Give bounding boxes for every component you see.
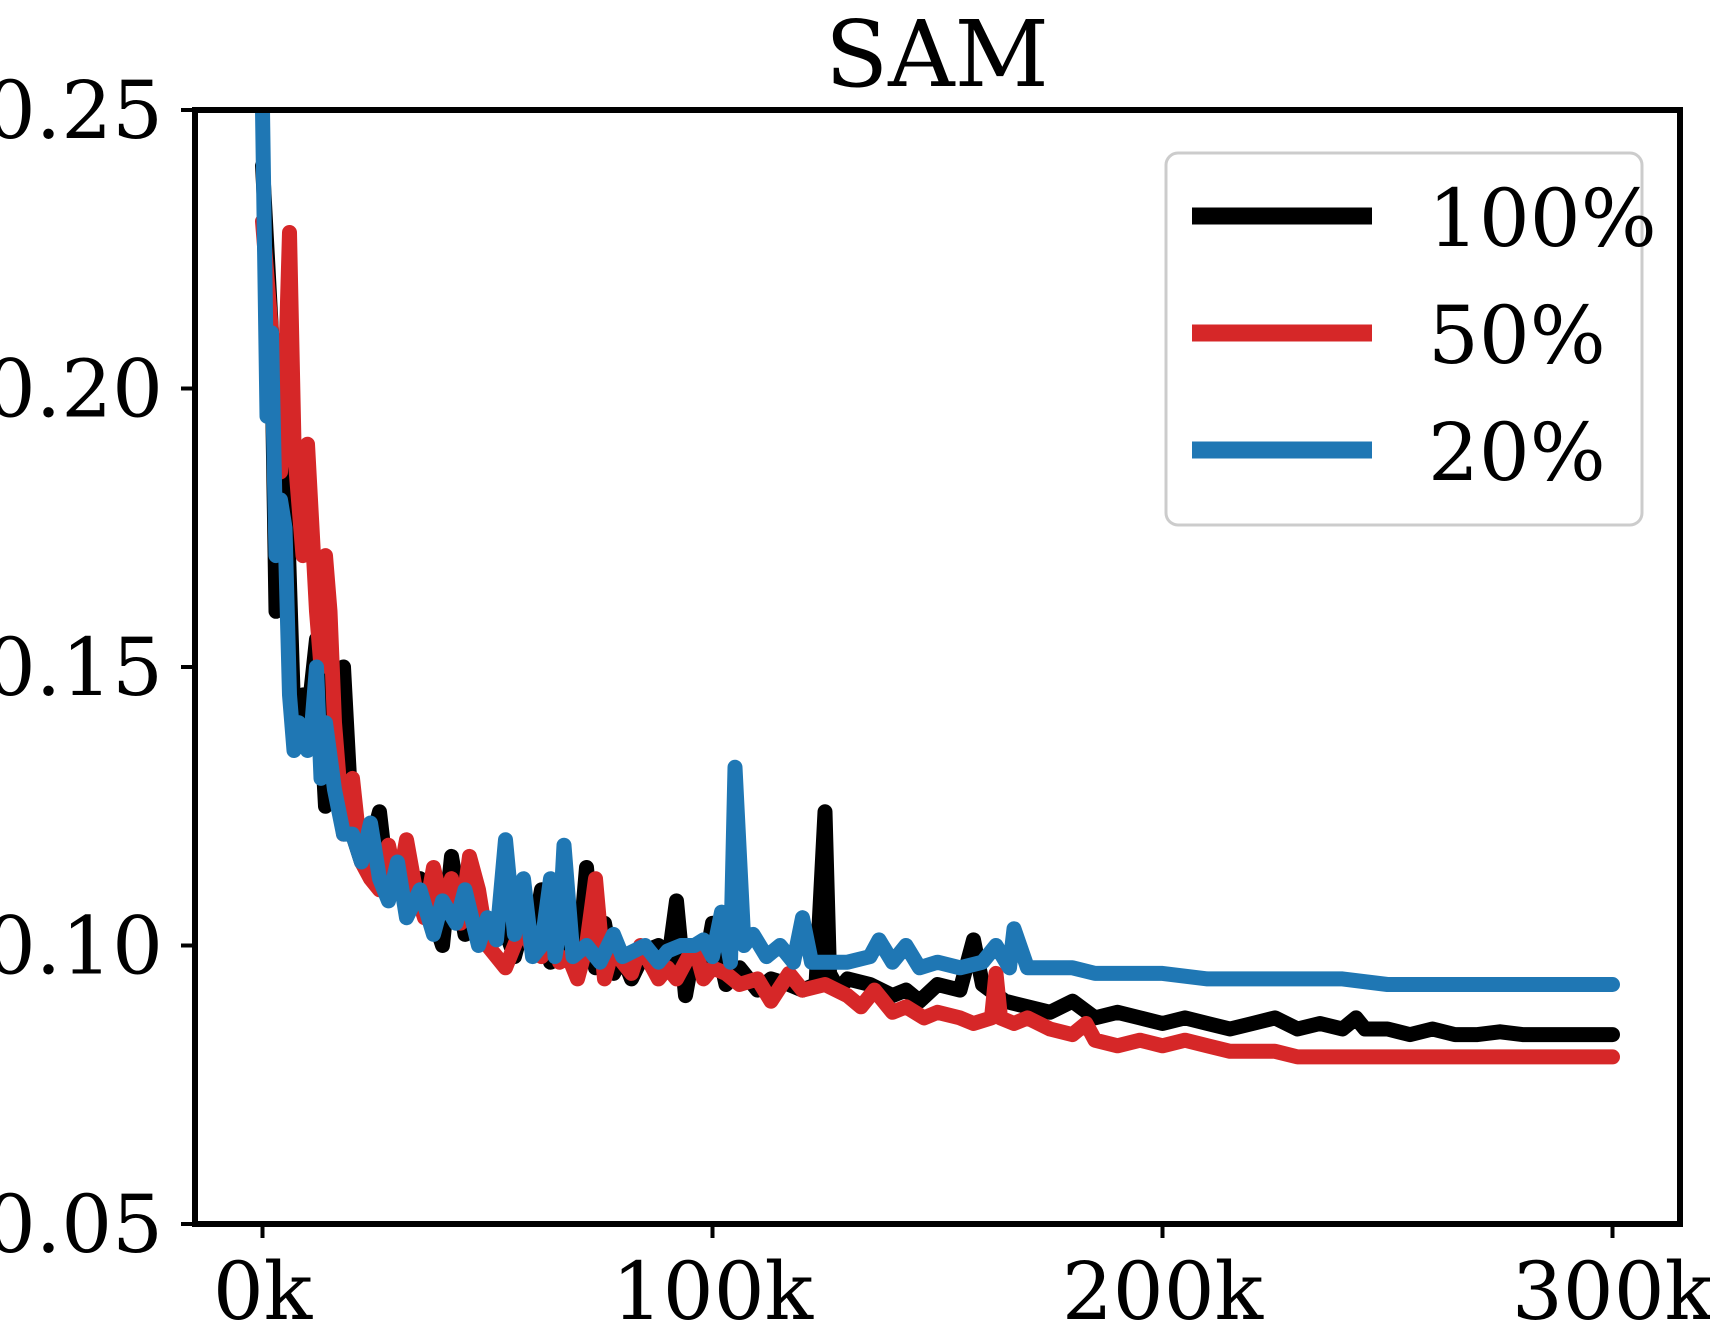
y-tick-label: 0.20 (0, 343, 163, 436)
legend-label: 50% (1428, 289, 1606, 382)
series-line-50pct (255, 213, 1620, 1065)
legend-label: 100% (1428, 172, 1657, 265)
y-axis: 0.05 0.10 0.15 0.20 0.25 (0, 64, 195, 1271)
series-layer (255, 110, 1620, 1065)
y-tick-label: 0.25 (0, 64, 163, 157)
x-tick-label: 0k (213, 1245, 314, 1338)
legend-box (1164, 151, 1644, 527)
chart-title: SAM (825, 1, 1049, 108)
y-tick-label: 0.15 (0, 621, 163, 714)
x-tick-label: 300k (1512, 1245, 1710, 1338)
y-tick-label: 0.10 (0, 900, 163, 993)
legend-label: 20% (1428, 406, 1606, 499)
x-tick-label: 100k (612, 1245, 815, 1338)
x-axis: 0k 100k 200k 300k (213, 1224, 1710, 1338)
legend: 100% 50% 20% (1164, 151, 1657, 527)
x-tick-label: 200k (1062, 1245, 1265, 1338)
series-line-20pct (255, 110, 1620, 992)
y-tick-label: 0.05 (0, 1178, 163, 1271)
